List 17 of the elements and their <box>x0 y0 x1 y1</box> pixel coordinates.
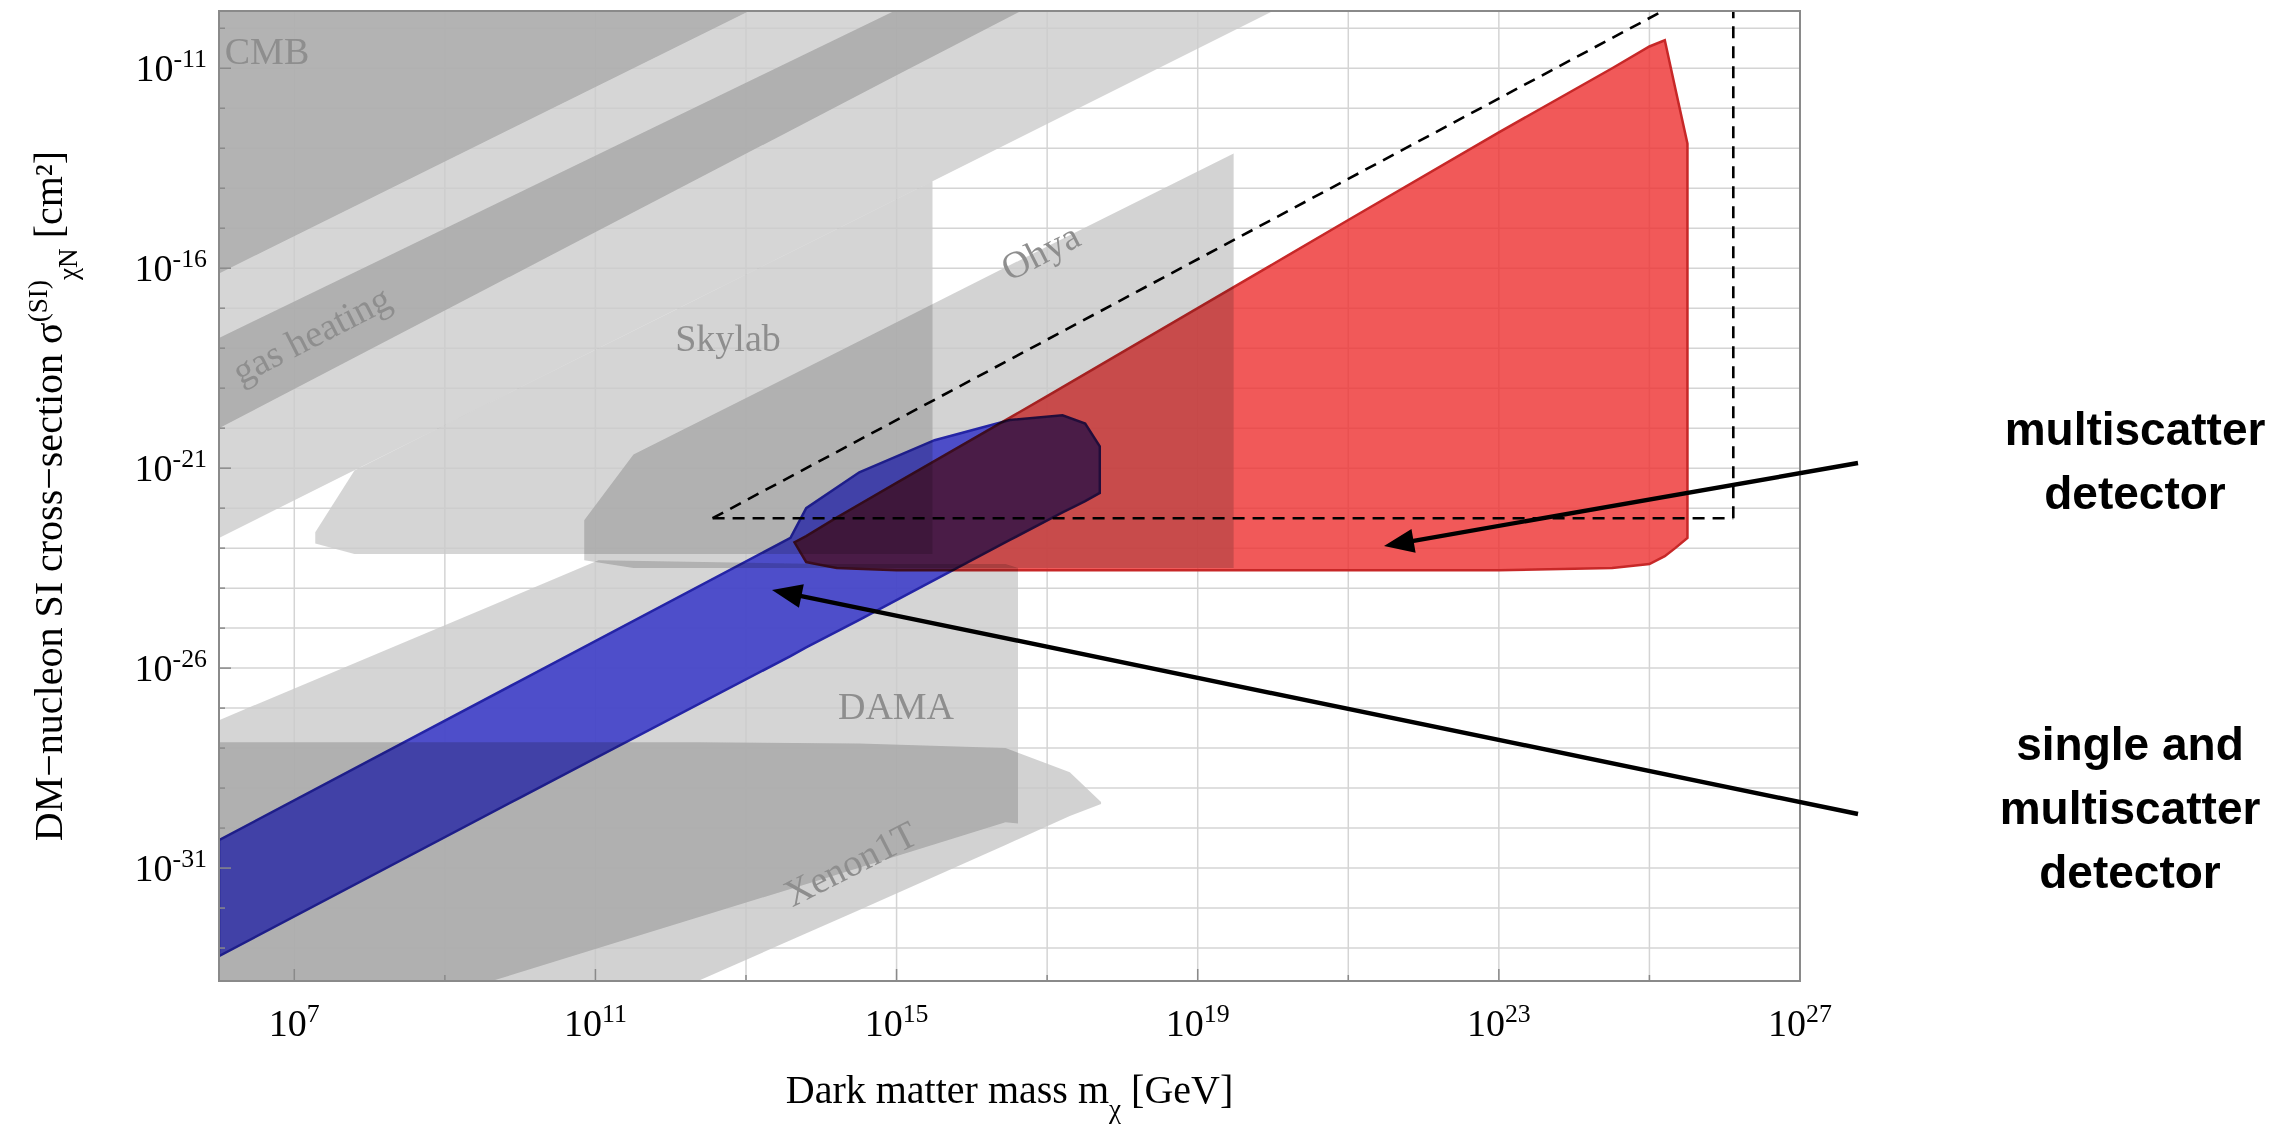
y-tick-label: 10$^{-16}$ <box>134 243 208 290</box>
y-tick-label: 10$^{-26}$ <box>134 643 208 690</box>
x-tick-label: 10$^{15}$ <box>864 998 929 1044</box>
x-tick-label: 10$^{11}$ <box>563 998 627 1044</box>
x-tick-label: 10$^{23}$ <box>1466 998 1531 1044</box>
x-tick-label: 10$^{7}$ <box>268 998 320 1044</box>
text: single and multiscatter detector <box>1999 718 2261 898</box>
x-axis-title: Dark matter mass m$_{χ}$ [GeV] <box>785 1067 1234 1124</box>
y-tick-label: 10$^{-11}$ <box>135 43 207 90</box>
annotation: DAMA <box>837 684 955 727</box>
y-tick-label: 10$^{-21}$ <box>134 443 207 490</box>
y-tick-label: 10$^{-31}$ <box>134 843 207 890</box>
text: multiscatter detector <box>2004 403 2266 519</box>
x-tick-label: 10$^{19}$ <box>1165 998 1230 1044</box>
x-tick-label: 10$^{27}$ <box>1768 998 1832 1044</box>
annotation: Ohya <box>993 213 1087 289</box>
annotation: Skylab <box>675 316 781 359</box>
